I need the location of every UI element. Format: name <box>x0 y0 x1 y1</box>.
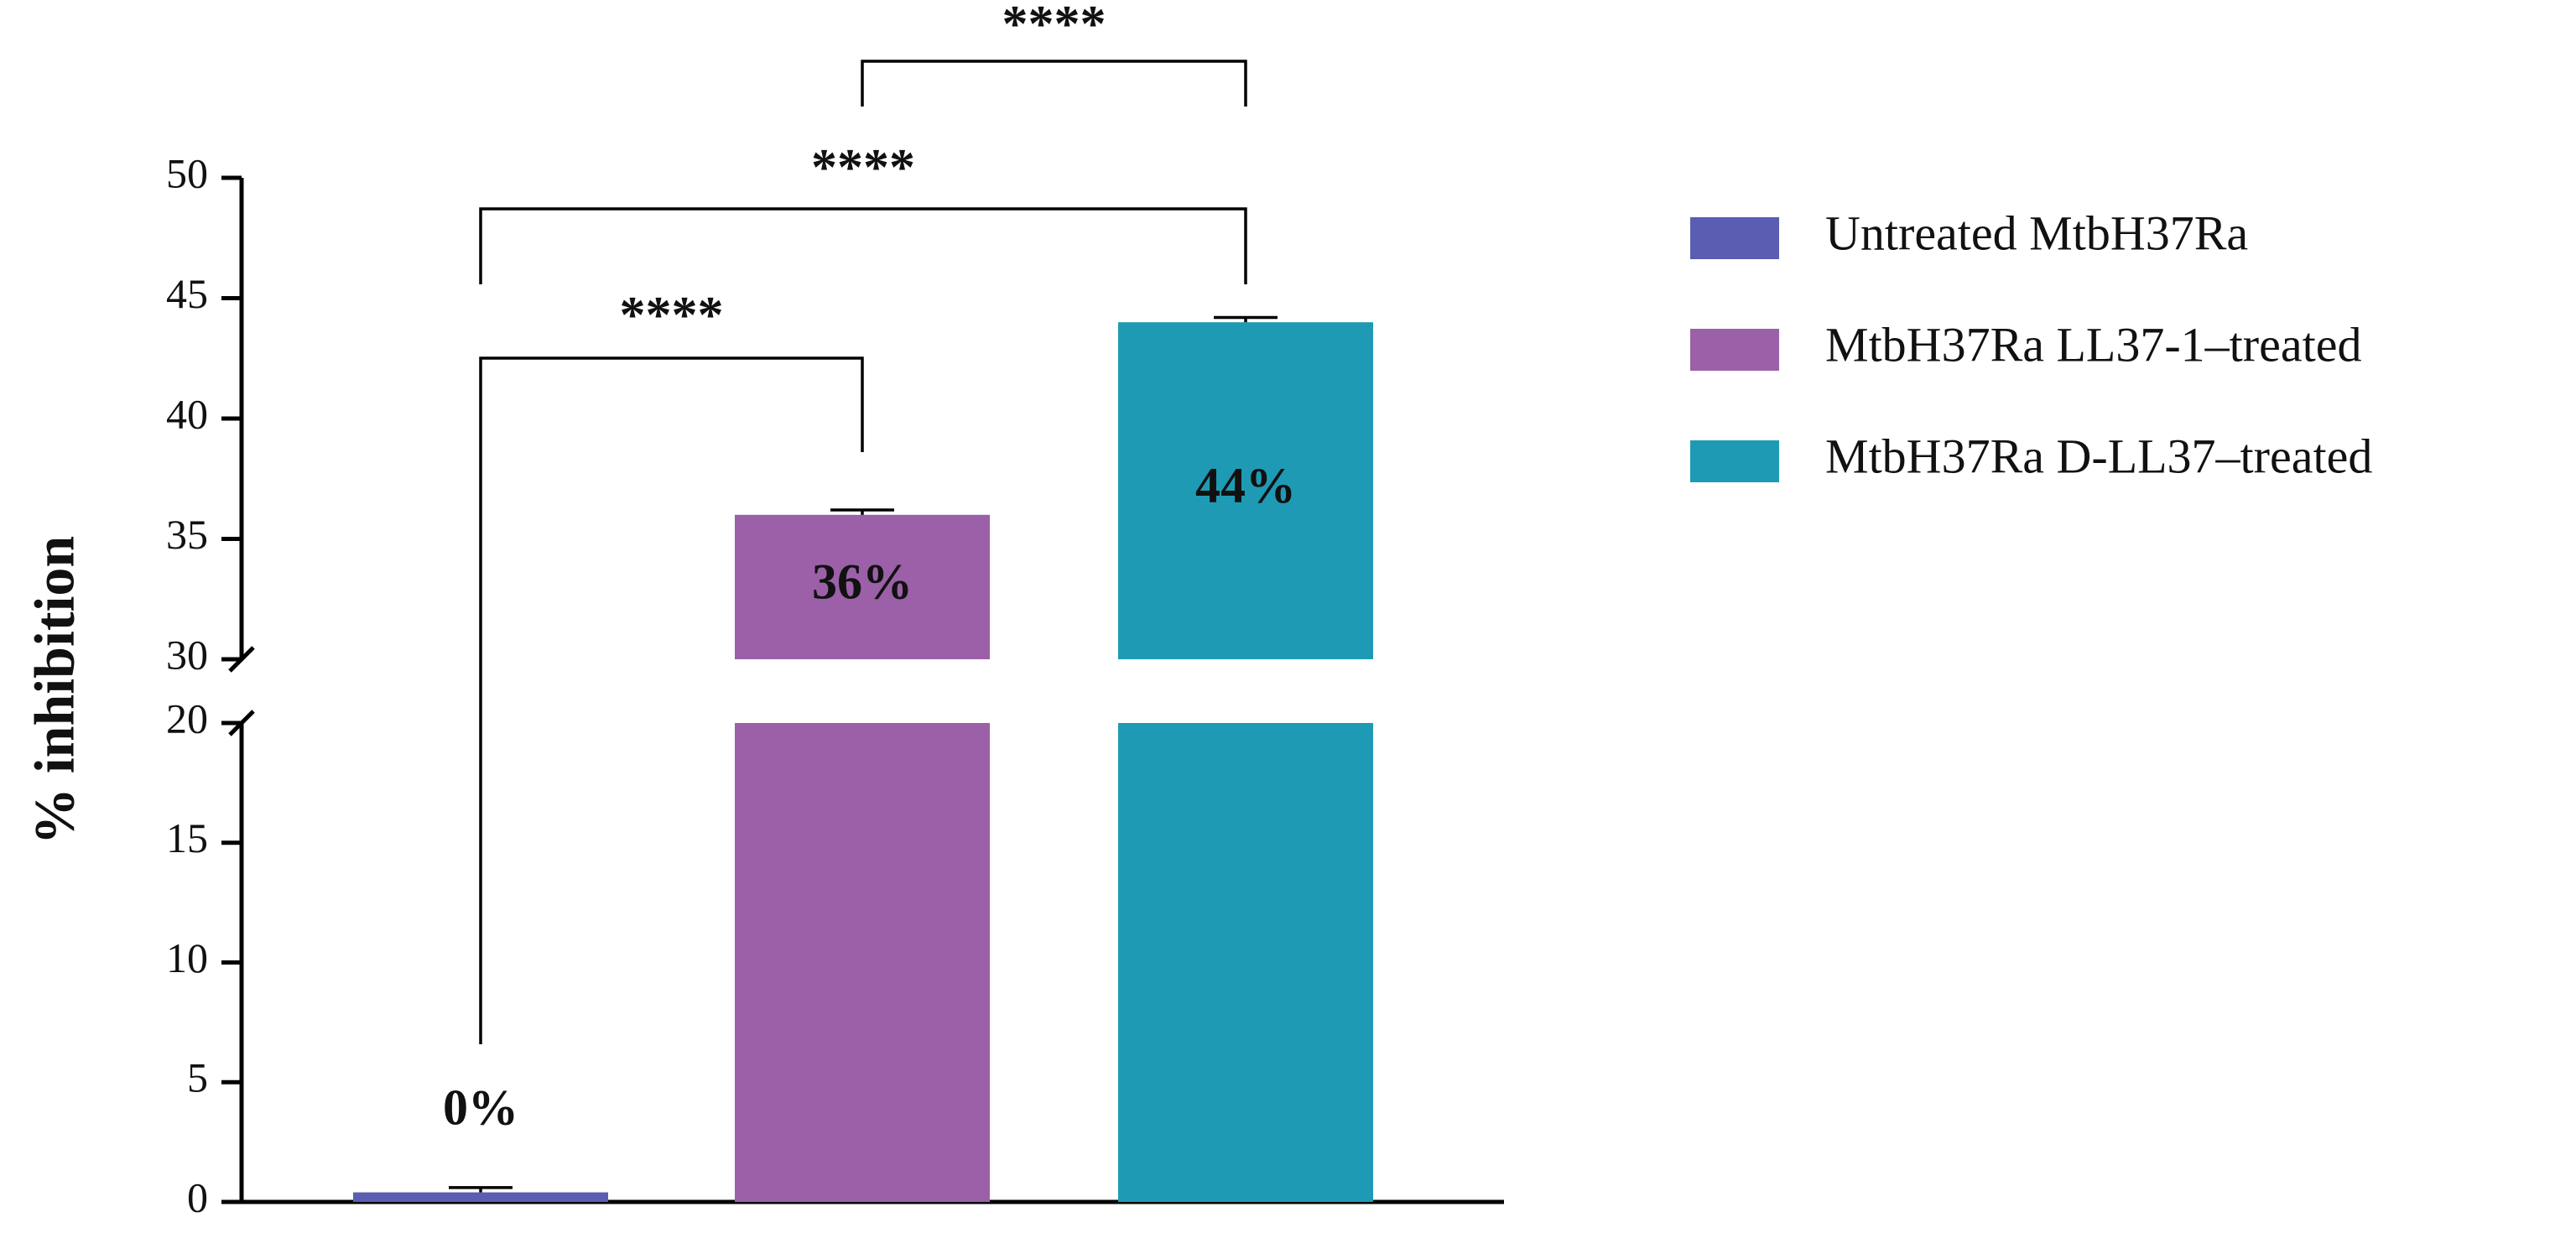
y-tick-label: 50 <box>166 149 208 196</box>
significance-bracket <box>479 356 864 1044</box>
y-tick-label: 30 <box>166 631 208 678</box>
bar <box>353 1192 608 1202</box>
y-tick-label: 15 <box>166 814 208 861</box>
y-axis-label: % inhibition <box>23 536 86 845</box>
legend-swatch <box>1690 440 1779 482</box>
significance-label: **** <box>811 139 915 196</box>
bar-upper <box>735 514 990 659</box>
value-label: 0% <box>443 1079 518 1135</box>
y-tick-label: 40 <box>166 390 208 437</box>
legend-label: MtbH37Ra D-LL37–treated <box>1825 429 2372 483</box>
bar-upper <box>1118 322 1373 659</box>
bar <box>735 723 990 1202</box>
bar <box>1118 723 1373 1202</box>
significance-label: **** <box>1002 0 1106 53</box>
y-tick-label: 35 <box>166 511 208 558</box>
legend-swatch <box>1690 329 1779 371</box>
value-label: 44% <box>1195 458 1296 513</box>
significance-label: **** <box>620 287 724 344</box>
legend-label: Untreated MtbH37Ra <box>1825 205 2248 260</box>
legend-label: MtbH37Ra LL37-1–treated <box>1825 317 2361 372</box>
y-tick-label: 10 <box>166 934 208 981</box>
legend-swatch <box>1690 217 1779 259</box>
y-tick-label: 0 <box>187 1173 208 1220</box>
y-tick-label: 5 <box>187 1054 208 1101</box>
value-label: 36% <box>812 554 913 610</box>
significance-bracket <box>479 207 1247 284</box>
y-tick-label: 45 <box>166 270 208 317</box>
y-tick-label: 20 <box>166 694 208 741</box>
significance-bracket <box>861 60 1247 107</box>
